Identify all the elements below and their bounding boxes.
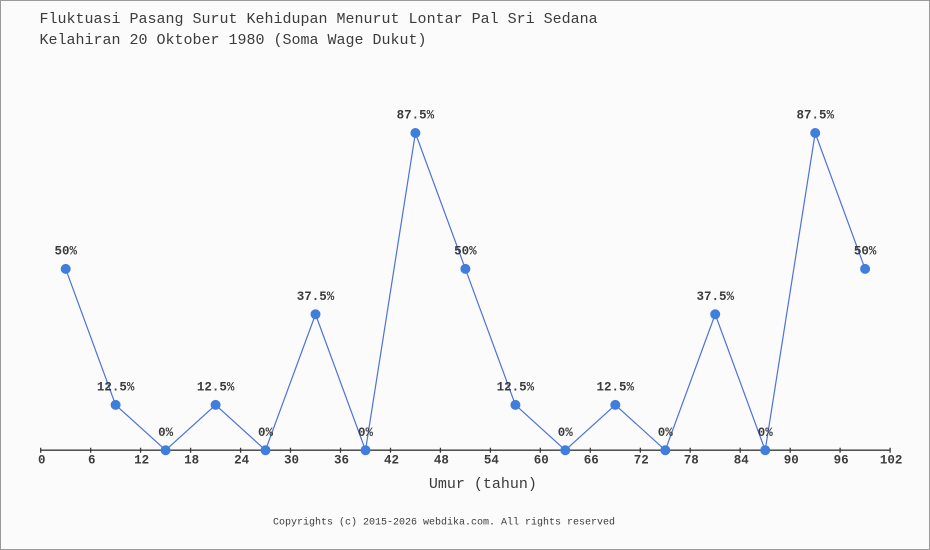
svg-text:Fluktuasi Pasang Surut Kehidup: Fluktuasi Pasang Surut Kehidupan Menurut… — [40, 11, 598, 28]
svg-text:0%: 0% — [158, 426, 174, 440]
svg-text:37.5%: 37.5% — [297, 290, 335, 304]
svg-text:102: 102 — [880, 453, 903, 467]
svg-text:60: 60 — [534, 453, 549, 467]
svg-text:0%: 0% — [358, 426, 374, 440]
svg-text:Umur (tahun): Umur (tahun) — [429, 476, 537, 493]
svg-text:0%: 0% — [558, 426, 574, 440]
svg-text:72: 72 — [634, 453, 649, 467]
svg-text:36: 36 — [334, 453, 349, 467]
svg-text:12: 12 — [134, 453, 149, 467]
svg-text:50%: 50% — [454, 245, 477, 259]
svg-text:37.5%: 37.5% — [696, 290, 734, 304]
svg-text:Kelahiran 20 Oktober 1980 (Som: Kelahiran 20 Oktober 1980 (Soma Wage Duk… — [40, 32, 427, 49]
svg-text:12.5%: 12.5% — [97, 381, 135, 395]
svg-text:0: 0 — [38, 453, 46, 467]
svg-text:0%: 0% — [758, 426, 774, 440]
svg-text:50%: 50% — [54, 245, 77, 259]
svg-text:12.5%: 12.5% — [597, 381, 635, 395]
svg-text:Copyrights (c) 2015-2026 webdi: Copyrights (c) 2015-2026 webdika.com. Al… — [273, 517, 615, 529]
svg-text:18: 18 — [184, 453, 199, 467]
svg-text:50%: 50% — [854, 245, 877, 259]
svg-text:12.5%: 12.5% — [197, 381, 235, 395]
svg-text:78: 78 — [684, 453, 699, 467]
svg-text:12.5%: 12.5% — [497, 381, 535, 395]
svg-text:84: 84 — [734, 453, 750, 467]
svg-text:87.5%: 87.5% — [397, 109, 435, 123]
svg-text:0%: 0% — [258, 426, 274, 440]
svg-text:48: 48 — [434, 453, 449, 467]
svg-text:90: 90 — [784, 453, 799, 467]
svg-text:30: 30 — [284, 453, 299, 467]
svg-text:42: 42 — [384, 453, 399, 467]
svg-text:87.5%: 87.5% — [796, 109, 834, 123]
svg-text:0%: 0% — [658, 426, 674, 440]
svg-text:24: 24 — [234, 453, 250, 467]
svg-text:66: 66 — [584, 453, 599, 467]
svg-text:96: 96 — [834, 453, 849, 467]
svg-text:54: 54 — [484, 453, 500, 467]
svg-text:6: 6 — [88, 453, 96, 467]
